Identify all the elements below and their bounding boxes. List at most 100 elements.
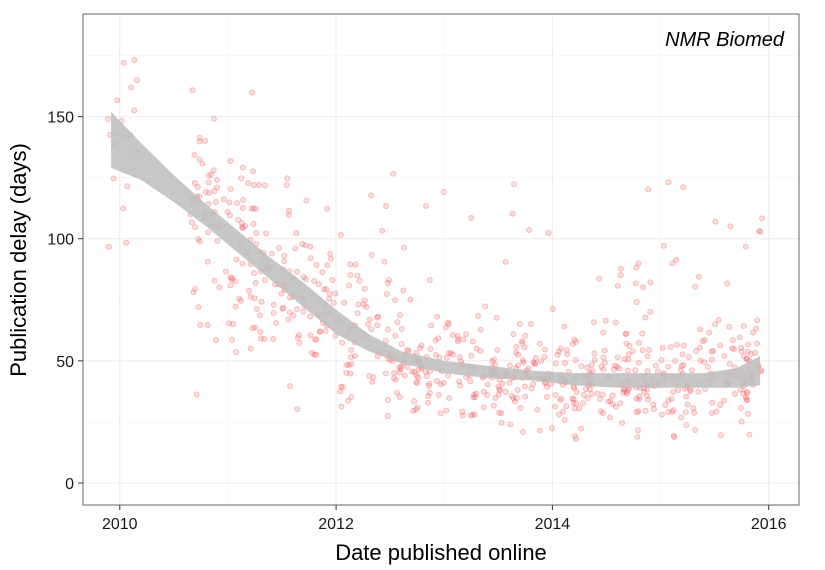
data-point — [469, 411, 476, 418]
data-point — [624, 356, 631, 363]
data-point — [459, 408, 466, 415]
data-point — [401, 372, 408, 379]
data-point — [510, 331, 517, 338]
data-point — [433, 378, 440, 384]
data-point — [672, 358, 679, 365]
data-point — [263, 230, 270, 237]
data-point — [670, 432, 677, 439]
data-point — [740, 353, 747, 360]
data-point — [569, 395, 576, 402]
data-point — [449, 351, 456, 358]
data-point — [658, 411, 665, 418]
plot-border — [82, 13, 800, 506]
data-point — [426, 390, 433, 396]
data-point — [236, 295, 243, 302]
data-point — [571, 336, 578, 343]
data-point — [740, 390, 747, 397]
data-point — [199, 160, 206, 167]
data-point — [423, 373, 430, 379]
data-point — [588, 391, 595, 397]
data-point — [239, 224, 246, 231]
data-point — [521, 383, 528, 390]
data-point — [294, 268, 301, 275]
data-point — [683, 422, 690, 429]
data-point — [252, 280, 259, 286]
data-point — [526, 226, 533, 233]
data-point — [662, 402, 669, 408]
data-point — [731, 391, 738, 397]
data-point — [197, 238, 203, 245]
data-point — [196, 138, 203, 145]
data-point — [193, 391, 200, 398]
data-point — [214, 184, 221, 191]
data-point — [250, 168, 257, 175]
data-point — [635, 359, 642, 366]
data-point — [492, 394, 499, 401]
data-point — [252, 205, 259, 212]
data-point — [745, 341, 752, 348]
data-point — [549, 425, 555, 432]
y-tick-label: 150 — [47, 110, 74, 127]
data-point — [327, 255, 334, 262]
data-point — [370, 374, 377, 381]
data-point — [322, 328, 329, 334]
data-point — [354, 310, 361, 317]
data-point — [276, 245, 282, 252]
data-point — [442, 324, 449, 331]
data-point — [256, 182, 262, 188]
data-point — [756, 227, 763, 234]
data-point — [296, 339, 303, 346]
data-point — [120, 205, 127, 212]
data-point — [742, 243, 749, 250]
data-point — [397, 312, 404, 319]
data-point — [530, 359, 537, 366]
data-point — [316, 328, 323, 335]
data-point — [633, 299, 640, 305]
data-point — [541, 353, 548, 360]
data-point — [560, 408, 566, 415]
data-point — [239, 205, 246, 211]
data-point — [356, 278, 363, 284]
data-point — [647, 308, 654, 315]
data-point — [701, 337, 708, 344]
data-point — [580, 400, 587, 407]
data-point — [281, 252, 288, 259]
data-point — [386, 276, 392, 283]
data-point — [644, 353, 651, 360]
data-point — [744, 389, 751, 396]
data-point — [665, 363, 671, 370]
data-point — [391, 375, 397, 382]
data-point — [584, 364, 591, 371]
data-point — [605, 398, 612, 405]
data-point — [227, 212, 233, 219]
data-point — [445, 321, 452, 327]
data-point — [678, 363, 685, 369]
data-point — [532, 360, 539, 367]
data-point — [599, 391, 606, 398]
data-point — [468, 215, 475, 221]
data-point — [600, 354, 607, 361]
data-point — [624, 367, 631, 374]
data-point — [726, 323, 733, 330]
panel-annotation: NMR Biomed — [665, 29, 785, 51]
data-point — [366, 372, 373, 379]
data-point — [352, 261, 359, 268]
data-point — [249, 89, 256, 96]
data-point — [708, 348, 715, 355]
data-point — [226, 199, 233, 206]
data-point — [211, 188, 218, 194]
data-point — [644, 392, 651, 399]
data-point — [398, 363, 405, 370]
data-point — [515, 351, 522, 358]
data-point — [400, 287, 407, 294]
data-point — [665, 397, 672, 404]
data-point — [578, 425, 585, 432]
data-point — [687, 388, 694, 395]
data-point — [428, 322, 435, 329]
data-point — [545, 230, 552, 236]
data-point — [677, 367, 684, 374]
data-point — [423, 202, 429, 209]
data-point — [299, 241, 306, 248]
data-point — [332, 290, 339, 297]
data-point — [247, 345, 254, 352]
